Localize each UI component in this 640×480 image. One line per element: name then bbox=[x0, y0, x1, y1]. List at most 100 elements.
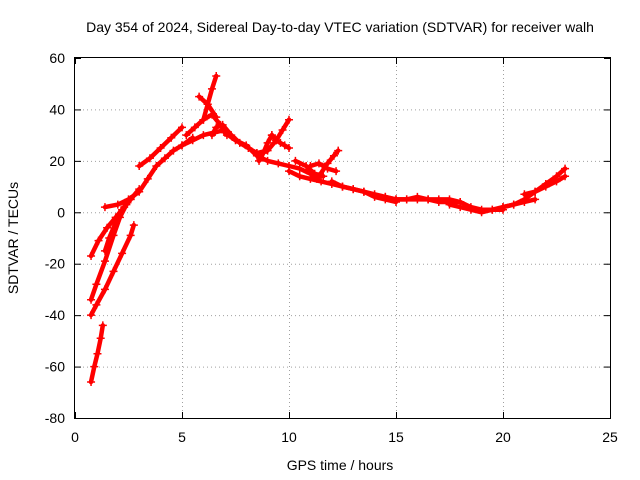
series-track-2 bbox=[87, 221, 138, 320]
x-tick-label: 10 bbox=[281, 429, 297, 445]
x-tick-label: 20 bbox=[495, 429, 511, 445]
series-line bbox=[522, 174, 568, 197]
data-point-marker bbox=[212, 72, 221, 80]
data-point-marker bbox=[167, 133, 176, 142]
series-track-1 bbox=[87, 321, 107, 386]
series-track-11 bbox=[195, 92, 221, 122]
data-point-marker bbox=[327, 177, 336, 186]
data-point-marker bbox=[98, 321, 107, 330]
data-point-marker bbox=[267, 131, 276, 140]
data-point-marker bbox=[100, 246, 109, 255]
data-point-marker bbox=[314, 159, 323, 168]
series-track-25 bbox=[520, 172, 570, 199]
data-point-marker bbox=[199, 115, 208, 124]
data-point-marker bbox=[255, 156, 264, 165]
series-track-7 bbox=[135, 123, 186, 170]
data-point-marker bbox=[212, 123, 221, 132]
data-point-marker bbox=[477, 208, 486, 217]
data-point-marker bbox=[466, 205, 475, 214]
data-point-marker bbox=[126, 231, 135, 240]
data-point-marker bbox=[295, 164, 304, 173]
x-axis-label: GPS time / hours bbox=[287, 457, 394, 473]
data-point-marker bbox=[156, 144, 165, 152]
data-point-marker bbox=[129, 221, 138, 230]
data-point-marker bbox=[135, 162, 144, 170]
data-point-marker bbox=[424, 195, 433, 204]
series-line bbox=[102, 186, 142, 254]
data-point-marker bbox=[231, 136, 240, 145]
data-point-marker bbox=[381, 192, 390, 201]
data-point-marker bbox=[332, 167, 341, 176]
data-point-marker bbox=[207, 131, 216, 140]
x-tick-label: 25 bbox=[602, 429, 618, 445]
data-point-marker bbox=[135, 187, 144, 196]
data-point-marker bbox=[488, 205, 497, 214]
data-point-marker bbox=[520, 190, 529, 199]
data-point-marker bbox=[145, 154, 154, 163]
data-point-marker bbox=[182, 131, 191, 140]
data-point-marker bbox=[220, 128, 229, 137]
x-tick-label: 5 bbox=[178, 429, 186, 445]
data-point-marker bbox=[280, 141, 289, 150]
data-point-marker bbox=[456, 203, 465, 212]
data-point-marker bbox=[169, 146, 178, 155]
data-point-marker bbox=[285, 115, 293, 124]
data-point-marker bbox=[561, 164, 570, 173]
data-point-marker bbox=[392, 195, 400, 204]
series-track-16 bbox=[267, 131, 293, 152]
data-point-marker bbox=[552, 177, 561, 186]
data-point-marker bbox=[92, 300, 101, 309]
data-point-marker bbox=[402, 195, 411, 204]
data-point-marker bbox=[96, 334, 105, 343]
series-line bbox=[201, 73, 219, 122]
data-point-marker bbox=[295, 172, 304, 181]
data-point-marker bbox=[124, 195, 133, 204]
data-point-marker bbox=[118, 205, 127, 214]
y-tick-label: -20 bbox=[45, 256, 65, 272]
data-point-marker bbox=[100, 257, 109, 266]
tick-label-layer: 0 5 10 15 20 25 -80 -60 -40 -20 0 20 40 60 bbox=[45, 50, 618, 445]
data-point-marker bbox=[272, 136, 281, 145]
data-point-marker bbox=[160, 154, 169, 163]
data-point-marker bbox=[317, 177, 326, 186]
data-point-marker bbox=[259, 149, 268, 158]
series-line bbox=[316, 148, 341, 179]
data-point-marker bbox=[111, 218, 120, 227]
y-tick-label: -40 bbox=[45, 307, 65, 323]
data-point-marker bbox=[190, 123, 199, 132]
data-point-marker bbox=[100, 203, 109, 212]
data-point-marker bbox=[413, 192, 422, 201]
data-point-marker bbox=[207, 84, 216, 93]
data-point-marker bbox=[103, 223, 112, 232]
data-point-marker bbox=[541, 182, 550, 191]
data-point-marker bbox=[87, 311, 96, 320]
x-tick-label: 0 bbox=[71, 429, 79, 445]
data-point-marker bbox=[274, 159, 283, 168]
y-tick-label: 60 bbox=[49, 50, 65, 66]
y-axis-label: SDTVAR / TECUs bbox=[5, 182, 21, 294]
data-point-marker bbox=[359, 187, 368, 196]
data-point-marker bbox=[329, 151, 338, 160]
data-point-marker bbox=[561, 172, 570, 181]
series-line bbox=[256, 132, 275, 164]
grid-layer bbox=[75, 58, 610, 418]
series-track-15 bbox=[255, 131, 276, 165]
x-tick-label: 15 bbox=[388, 429, 404, 445]
chart-title: Day 354 of 2024, Sidereal Day-to-day VTE… bbox=[86, 19, 594, 35]
data-point-marker bbox=[242, 141, 251, 150]
data-point-marker bbox=[94, 236, 103, 245]
data-point-marker bbox=[109, 267, 118, 276]
data-point-marker bbox=[263, 138, 272, 147]
data-point-marker bbox=[212, 113, 221, 122]
data-point-marker bbox=[338, 182, 347, 191]
data-point-marker bbox=[93, 349, 102, 358]
data-point-marker bbox=[195, 92, 204, 101]
data-point-marker bbox=[445, 200, 454, 209]
series-track-24 bbox=[499, 164, 570, 212]
data-point-marker bbox=[306, 174, 315, 183]
data-point-marker bbox=[87, 252, 96, 260]
data-point-marker bbox=[105, 234, 114, 242]
data-point-marker bbox=[314, 172, 323, 181]
data-point-marker bbox=[370, 190, 379, 199]
